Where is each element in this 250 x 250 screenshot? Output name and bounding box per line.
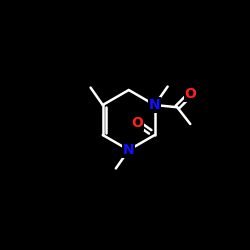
Text: O: O (132, 116, 143, 130)
Text: N: N (149, 98, 160, 112)
Text: O: O (184, 87, 196, 101)
Text: N: N (123, 143, 134, 157)
